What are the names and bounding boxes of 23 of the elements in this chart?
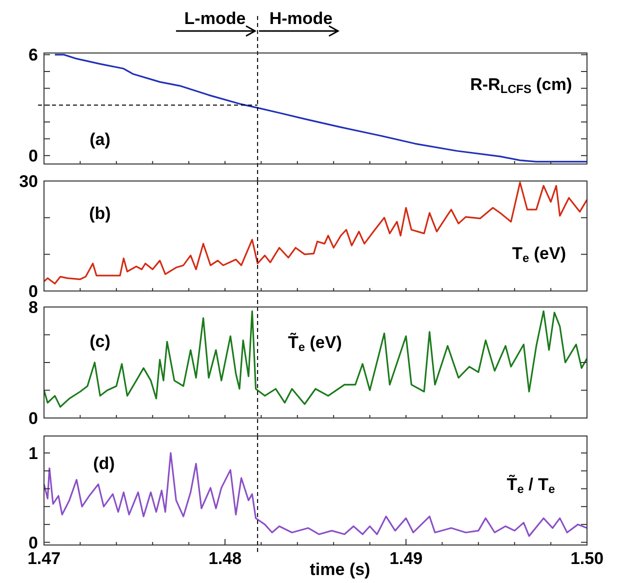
text: L-mode bbox=[184, 9, 246, 28]
annotation: (d) bbox=[93, 454, 115, 473]
annotation: (a) bbox=[90, 130, 110, 149]
x-tick-label: 1.49 bbox=[389, 549, 423, 568]
line-series bbox=[43, 182, 588, 284]
x-tick-label: 1.50 bbox=[570, 549, 604, 568]
annotation: T̃$_{e}$ / T$_{e}$ bbox=[506, 474, 556, 496]
y-tick-label: 6 bbox=[28, 46, 38, 65]
line-series bbox=[43, 452, 588, 537]
y-tick-label: 0 bbox=[28, 146, 38, 166]
y-tick-label: 1 bbox=[28, 444, 38, 463]
x-tick-label: 1.48 bbox=[208, 549, 242, 568]
annotation: R-R$_{LCFS}$ (cm) bbox=[470, 75, 572, 96]
x-axis-title: time (s) bbox=[310, 560, 370, 579]
line-series bbox=[54, 54, 588, 162]
text: H-mode bbox=[269, 9, 333, 28]
annotation: (c) bbox=[90, 332, 110, 351]
annotation: (b) bbox=[89, 204, 111, 223]
line-series bbox=[43, 310, 588, 408]
y-tick-label: 0 bbox=[28, 408, 38, 428]
y-tick-label: 30 bbox=[19, 172, 38, 191]
annotation: T$_{e}$ (eV) bbox=[512, 244, 566, 265]
annotation: T̃$_{e}$ (eV) bbox=[288, 332, 342, 354]
